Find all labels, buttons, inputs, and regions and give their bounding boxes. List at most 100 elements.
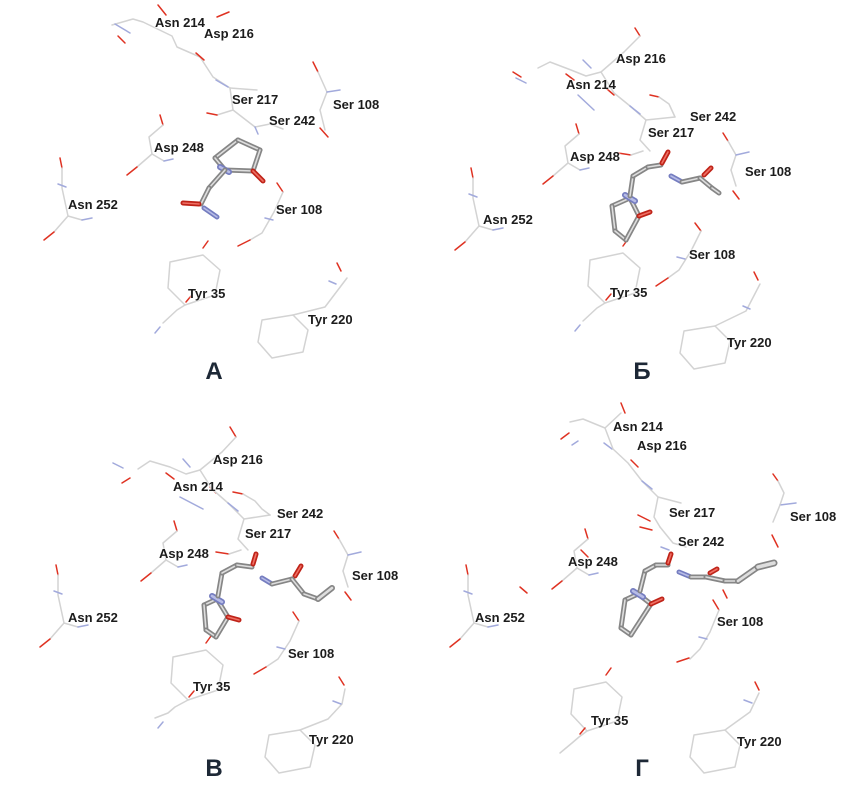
molecule-svg bbox=[449, 402, 797, 774]
ligand-bond-highlight bbox=[291, 578, 305, 595]
residue-label: Asp 248 bbox=[159, 546, 209, 561]
residue-bond bbox=[487, 624, 499, 628]
residue-bond bbox=[328, 280, 337, 285]
residue-label: Ser 242 bbox=[277, 506, 324, 521]
residue-label: Ser 108 bbox=[333, 97, 380, 112]
residue-bond bbox=[227, 502, 239, 512]
residue-bond bbox=[658, 96, 676, 118]
residue-bond bbox=[206, 112, 218, 116]
residue-label: Asn 252 bbox=[475, 610, 525, 625]
residue-bond bbox=[478, 225, 494, 231]
residue-label: Ser 217 bbox=[648, 125, 695, 140]
residue-bond bbox=[216, 87, 234, 116]
residue-label: Asp 248 bbox=[570, 149, 620, 164]
residue-label: Ser 108 bbox=[276, 202, 323, 217]
residue-label: Ser 217 bbox=[669, 505, 716, 520]
residue-label: Asn 252 bbox=[68, 197, 118, 212]
residue-bond bbox=[202, 240, 209, 249]
residue-bond bbox=[215, 79, 229, 88]
residue-bond bbox=[57, 574, 65, 624]
residue-bond bbox=[519, 586, 528, 594]
ligand-bond-highlight bbox=[237, 139, 261, 151]
residue-bond bbox=[722, 132, 729, 142]
residue-label: Asn 214 bbox=[613, 419, 663, 434]
residue-bond bbox=[342, 570, 349, 588]
ligand-bond-highlight bbox=[638, 211, 651, 217]
residue-bond bbox=[641, 480, 653, 490]
residue-label: Tyr 35 bbox=[591, 713, 629, 728]
residue-bond bbox=[537, 61, 602, 77]
ligand-bond-highlight bbox=[667, 553, 672, 564]
residue-bond bbox=[195, 52, 205, 61]
residue-bond bbox=[559, 730, 588, 754]
ligand-bond-highlight bbox=[221, 564, 238, 574]
ligand-bond-highlight bbox=[699, 177, 713, 189]
residue-bond bbox=[336, 262, 342, 272]
residue-bond bbox=[237, 518, 249, 551]
residue-bond bbox=[637, 514, 651, 522]
ligand-bond-highlight bbox=[703, 167, 712, 176]
residue-bond bbox=[577, 94, 595, 111]
residue-bond bbox=[588, 572, 599, 576]
residue-bond bbox=[574, 324, 581, 332]
residue-bond bbox=[620, 402, 626, 414]
residue-bond bbox=[173, 520, 178, 532]
residue-bond bbox=[232, 109, 271, 128]
ligand-bond-highlight bbox=[632, 166, 649, 177]
residue-bond bbox=[571, 440, 579, 446]
residue-bond bbox=[754, 681, 760, 691]
residue-bond bbox=[742, 305, 751, 310]
ligand-bond-highlight bbox=[182, 202, 200, 205]
residue-label: Tyr 220 bbox=[727, 335, 772, 350]
residue-bond bbox=[53, 215, 69, 233]
ligand-bond-highlight bbox=[252, 553, 257, 565]
residue-bond bbox=[63, 622, 79, 628]
residue-bond bbox=[55, 564, 59, 576]
panel-letter: В bbox=[205, 755, 223, 782]
residue-bond bbox=[43, 231, 55, 241]
residue-bond bbox=[61, 167, 69, 217]
residue-bond bbox=[121, 477, 131, 484]
residue-bond bbox=[551, 580, 563, 590]
residue-bond bbox=[712, 599, 720, 611]
residue-bond bbox=[205, 635, 212, 644]
residue-bond bbox=[582, 302, 606, 322]
residue-bond bbox=[579, 727, 586, 735]
residue-bond bbox=[338, 538, 349, 572]
residue-bond bbox=[454, 241, 466, 251]
residue-bond bbox=[676, 657, 690, 663]
residue-bond bbox=[753, 271, 759, 281]
residue-bond bbox=[634, 27, 641, 37]
residue-bond bbox=[630, 459, 639, 468]
residue-bond bbox=[645, 116, 676, 121]
panel-g: Г Asn 214 Asp 216 Ser 217 Ser 108 Ser 242 Asp… bbox=[428, 397, 855, 794]
ligand-bond-highlight bbox=[711, 187, 720, 194]
residue-bond bbox=[49, 622, 65, 640]
ligand-bond-highlight bbox=[756, 561, 776, 569]
ligand-bond-highlight bbox=[214, 139, 239, 159]
residue-bond bbox=[347, 551, 362, 556]
ligand-bond-highlight bbox=[705, 576, 726, 582]
residue-bond bbox=[515, 77, 527, 84]
residue-bond bbox=[492, 227, 504, 231]
residue-bond bbox=[584, 528, 589, 540]
residue-bond bbox=[243, 514, 271, 520]
residue-label: Tyr 35 bbox=[188, 286, 226, 301]
residue-bond bbox=[542, 175, 554, 185]
ligand-bond-highlight bbox=[736, 565, 760, 583]
residue-bond bbox=[170, 649, 224, 701]
residue-bond bbox=[344, 591, 352, 601]
residue-bond bbox=[159, 114, 164, 126]
residue-label: Ser 108 bbox=[352, 568, 399, 583]
residue-bond bbox=[730, 169, 737, 187]
residue-bond bbox=[561, 567, 578, 582]
ligand-bond-highlight bbox=[611, 205, 616, 232]
residue-bond bbox=[564, 133, 581, 171]
residue-bond bbox=[470, 167, 474, 179]
residue-bond bbox=[639, 119, 651, 152]
panel-v: В Asp 216 Asn 214 Ser 242 Ser 217 Asp 248 Ser… bbox=[0, 397, 428, 794]
residue-bond bbox=[111, 18, 231, 89]
residue-bond bbox=[81, 217, 93, 221]
residue-bond bbox=[257, 314, 309, 359]
